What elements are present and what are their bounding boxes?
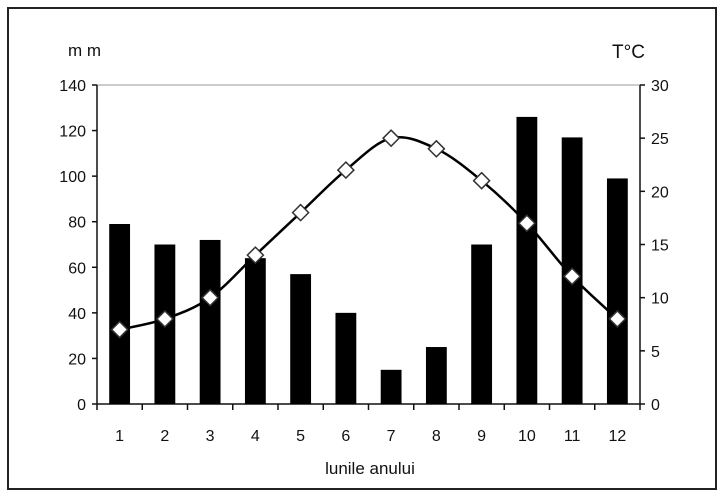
y-right-tick-label: 5 [651, 344, 660, 361]
x-axis-label: lunile anului [325, 459, 415, 478]
precipitation-bar [425, 347, 447, 404]
y-left-tick-label: 140 [59, 78, 86, 95]
y-right-axis-label: T°C [612, 42, 645, 63]
x-tick-label: 10 [518, 428, 536, 445]
temperature-point [155, 309, 174, 328]
y-left-tick-label: 100 [59, 169, 86, 186]
y-left-tick-label: 40 [68, 306, 86, 323]
x-tick-label: 4 [251, 428, 260, 445]
temperature-point [563, 267, 582, 286]
precipitation-bar [335, 312, 357, 404]
y-right-tick-label: 25 [651, 131, 669, 148]
y-left-tick-label: 60 [68, 260, 86, 277]
x-tick-label: 7 [387, 428, 396, 445]
temperature-point [110, 320, 129, 339]
y-right-tick-label: 20 [651, 184, 669, 201]
y-right-tick-label: 15 [651, 238, 669, 255]
y-left-axis-label: m m [68, 41, 101, 60]
precipitation-bar [606, 178, 628, 404]
x-tick-label: 11 [564, 428, 581, 445]
y-right-tick-label: 30 [651, 78, 669, 95]
temperature-point [427, 139, 446, 158]
x-tick-label: 3 [206, 428, 215, 445]
x-tick-label: 8 [432, 428, 441, 445]
y-left-tick-label: 120 [59, 124, 86, 141]
y-left-tick-label: 80 [68, 215, 86, 232]
temperature-point [382, 129, 401, 148]
y-right-tick-label: 10 [651, 291, 669, 308]
x-tick-label: 1 [115, 428, 124, 445]
temperature-point [608, 309, 627, 328]
temperature-point [336, 161, 355, 180]
precipitation-bar [199, 239, 221, 404]
temperature-point [201, 288, 220, 307]
x-tick-label: 9 [477, 428, 486, 445]
precipitation-bar [380, 369, 402, 404]
y-left-tick-label: 20 [68, 351, 86, 368]
precipitation-bar [471, 244, 493, 404]
temperature-point [517, 214, 536, 233]
y-left-tick-label: 0 [77, 397, 86, 414]
precipitation-bar [516, 116, 538, 405]
temperature-point [246, 246, 265, 265]
x-tick-label: 5 [296, 428, 305, 445]
x-tick-label: 2 [160, 428, 169, 445]
x-tick-label: 6 [341, 428, 350, 445]
y-right-tick-label: 0 [651, 397, 660, 414]
x-tick-label: 12 [608, 428, 626, 445]
temperature-point [291, 203, 310, 222]
temperature-point [472, 171, 491, 190]
precipitation-bar [290, 274, 312, 404]
precipitation-bar [109, 223, 131, 404]
precipitation-bar [244, 258, 266, 404]
